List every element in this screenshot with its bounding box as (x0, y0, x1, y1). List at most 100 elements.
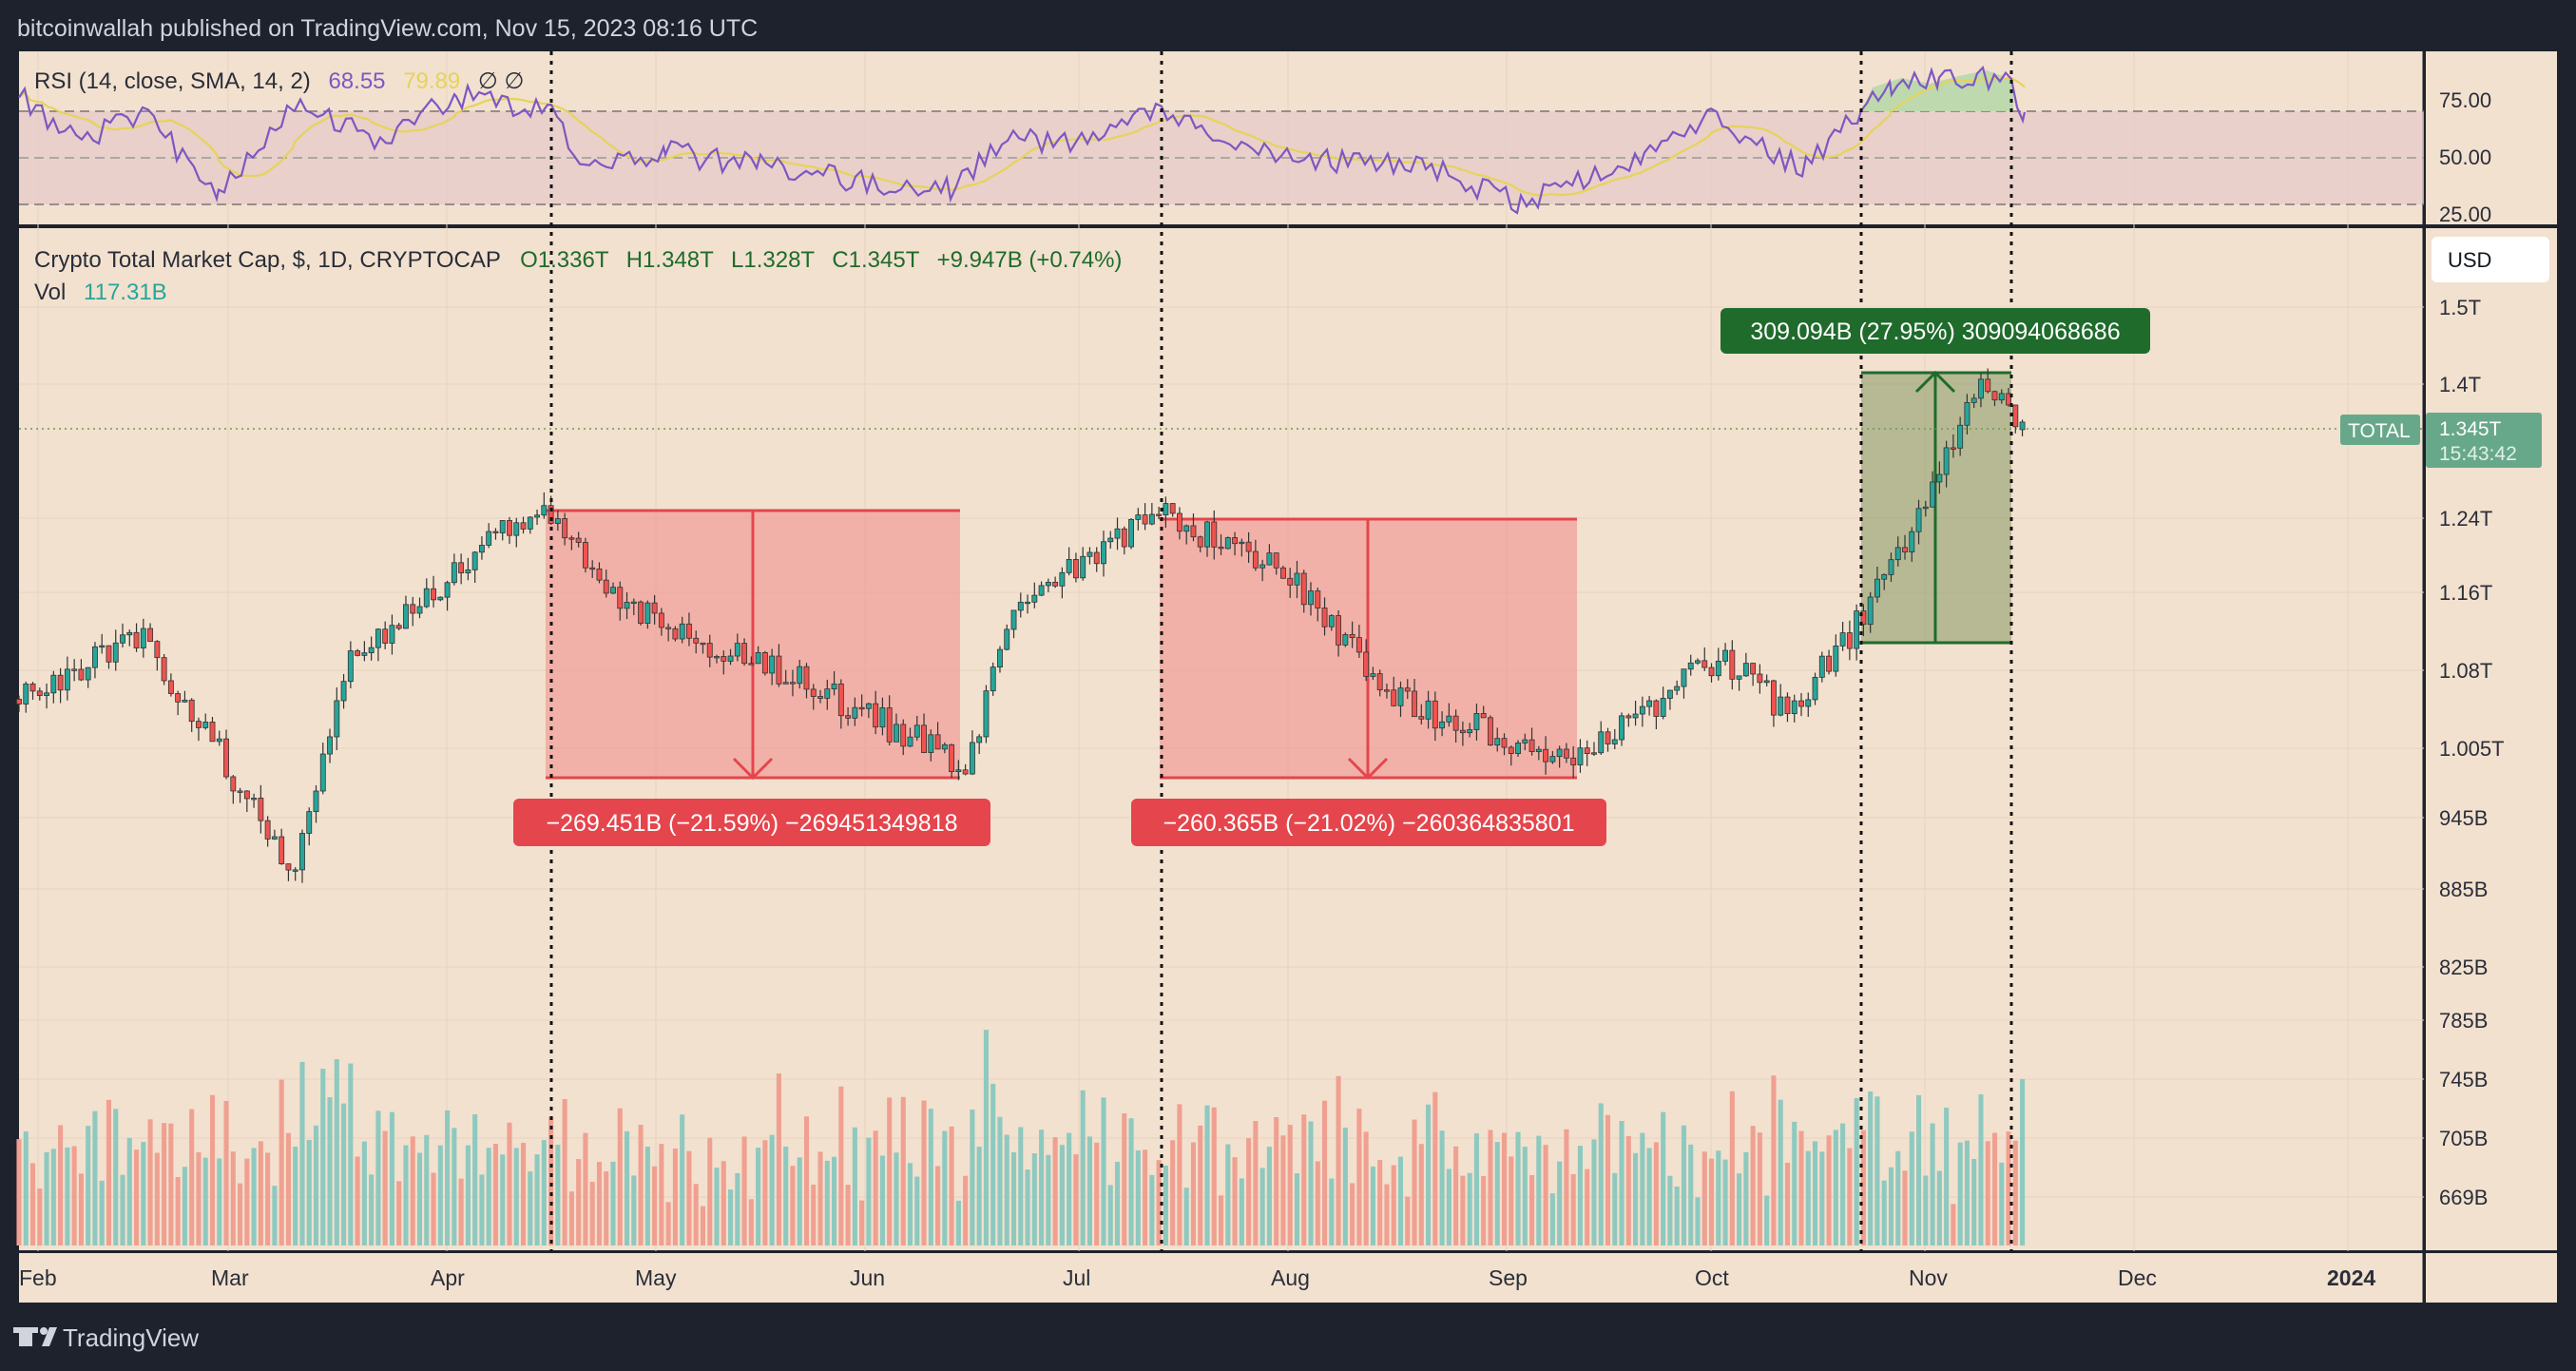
volume-bar (748, 1199, 754, 1245)
candle-body (1681, 668, 1687, 687)
candle-body (1321, 608, 1328, 628)
candle-body (1183, 525, 1190, 532)
candle-body (949, 743, 955, 772)
volume-bar (320, 1069, 326, 1245)
volume-bar (548, 1116, 554, 1245)
logo-dot (40, 1327, 48, 1335)
loss-measure-2[interactable] (1160, 517, 1577, 781)
candle-body (1501, 738, 1508, 748)
volume-bar (1895, 1150, 1901, 1245)
volume-bar (1301, 1114, 1307, 1245)
volume-bar (1888, 1167, 1894, 1245)
volume-bar (1536, 1135, 1542, 1245)
price-tick: 945B (2439, 806, 2488, 830)
candle-body (16, 699, 22, 705)
volume-bar (1812, 1141, 1818, 1245)
candle-body (568, 537, 575, 540)
volume-bar (1612, 1172, 1618, 1245)
candle-body (1432, 700, 1438, 729)
time-label: Apr (431, 1265, 465, 1290)
candle-body (1370, 673, 1376, 677)
candle-body (1915, 508, 1922, 532)
volume-bar (348, 1063, 354, 1245)
price-tick: 785B (2439, 1009, 2488, 1033)
loss-label-1: −269.451B (−21.59%) −269451349818 (513, 799, 990, 846)
candle-body (1922, 506, 1929, 510)
candle-body (1715, 661, 1721, 677)
candle-body (990, 666, 996, 692)
volume-bar (520, 1143, 527, 1245)
tradingview-logo[interactable]: TradingView (13, 1323, 199, 1352)
volume-bar (1509, 1156, 1514, 1245)
volume-bar (361, 1141, 367, 1245)
volume-bar (99, 1180, 105, 1245)
candle-body (913, 724, 920, 738)
loss-label-1-text: −269.451B (−21.59%) −269451349818 (546, 810, 957, 837)
time-label: Mar (211, 1265, 249, 1290)
volume-bar (1397, 1156, 1404, 1245)
candle-body (1279, 567, 1286, 579)
volume-bar (1350, 1183, 1355, 1245)
candle-body (1010, 609, 1017, 630)
candle-body (1273, 552, 1279, 569)
candle-body (216, 738, 222, 743)
candle-body (175, 693, 182, 703)
price-tick: 885B (2439, 878, 2488, 901)
candle-body (1121, 528, 1127, 548)
candle-body (679, 623, 685, 640)
volume-bar (1564, 1129, 1569, 1245)
time-label: Feb (19, 1265, 57, 1290)
volume-bar (1177, 1104, 1182, 1245)
volume-bar (907, 1163, 913, 1245)
candle-body (983, 690, 990, 738)
candle-body (486, 531, 492, 546)
candle-body (361, 652, 368, 656)
currency-button[interactable]: USD (2432, 237, 2549, 282)
volume-bar (914, 1176, 920, 1245)
volume-bar (37, 1188, 43, 1245)
candle-body (1930, 481, 1936, 508)
candle-body (1798, 700, 1804, 707)
candle-body (1425, 700, 1432, 720)
volume-bar (2012, 1140, 2018, 1245)
volume-bar (431, 1172, 436, 1245)
candle-body (1418, 716, 1425, 720)
rsi-line (18, 65, 2027, 215)
current-price-badge: 1.345T 15:43:42 (2426, 413, 2542, 468)
candle-body (1674, 686, 1681, 691)
loss-box-2-arrowhead (1347, 757, 1389, 781)
volume-bar (44, 1151, 49, 1245)
candle-body (617, 587, 624, 609)
volume-bar (1280, 1135, 1286, 1245)
gain-measure[interactable] (1861, 370, 2011, 645)
candle-body (1598, 731, 1605, 754)
volume-bar (1308, 1121, 1314, 1245)
candle-body (471, 551, 478, 570)
time-label: Nov (1909, 1265, 1948, 1290)
volume-bar (1294, 1173, 1300, 1245)
candle-body (243, 790, 250, 800)
volume-bar (1605, 1114, 1611, 1245)
candle-body (714, 656, 720, 659)
candle-body (685, 623, 692, 639)
candle-body (589, 567, 596, 570)
candle-body (1770, 680, 1777, 716)
candle-body (2019, 421, 2026, 431)
volume-bar (437, 1145, 443, 1245)
volume-bar (1412, 1119, 1417, 1245)
volume-bar (182, 1167, 187, 1245)
candle-body (1045, 581, 1051, 587)
gain-label: 309.094B (27.95%) 309094068686 (1721, 308, 2150, 354)
volume-bar (1661, 1111, 1666, 1245)
candle-body (782, 682, 789, 685)
candle-body (1224, 537, 1231, 550)
volume-bar (1585, 1168, 1590, 1245)
volume-bar (1488, 1130, 1493, 1245)
volume-bar (1080, 1090, 1086, 1245)
countdown-value: 15:43:42 (2439, 443, 2517, 465)
volume-bar (1577, 1146, 1583, 1245)
price-tick: 1.16T (2439, 581, 2492, 605)
candle-body (1653, 700, 1660, 717)
volume-bar (1819, 1151, 1825, 1245)
